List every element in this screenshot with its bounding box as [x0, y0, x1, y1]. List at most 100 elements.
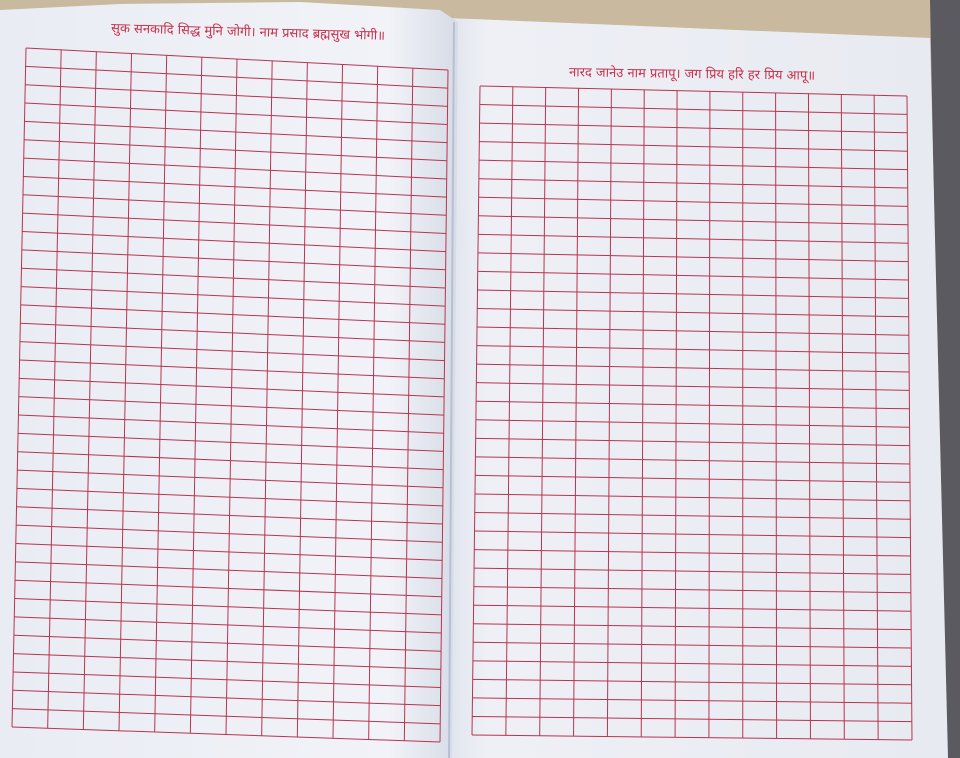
gutter [448, 21, 455, 758]
grid-row-line [25, 84, 448, 107]
grid-row-line [18, 396, 444, 416]
grid-row-line [17, 451, 444, 471]
grid-column-line [332, 64, 343, 739]
grid-row-line [472, 660, 912, 667]
grid-row-line [25, 47, 449, 71]
grid-column-line [368, 66, 379, 740]
left-page [0, 2, 458, 758]
grid-row-line [475, 437, 910, 447]
grid-column-line [189, 57, 203, 734]
left-heading: सुक सनकादि सिद्ध मुनि जोगी। नाम प्रसाद ब… [111, 20, 385, 44]
grid-row-line [21, 286, 446, 307]
grid-row-line [479, 159, 908, 171]
grid-row-line [21, 249, 446, 271]
grid-row-line [477, 289, 909, 299]
grid-row-line [22, 231, 446, 253]
grid-column-line [539, 87, 547, 736]
grid-row-line [474, 511, 911, 520]
grid-row-line [475, 474, 911, 483]
grid-row-line [478, 233, 909, 244]
grid-column-line [11, 47, 27, 728]
grid-column-line [118, 53, 132, 731]
grid-column-line [906, 95, 913, 741]
grid-row-line [477, 326, 909, 336]
grid-row-line [476, 382, 910, 391]
grid-column-line [82, 51, 97, 730]
grid-row-line [19, 359, 445, 380]
grid-row-line [475, 456, 910, 465]
grid-row-line [24, 102, 448, 125]
grid-column-line [403, 68, 414, 741]
grid-column-line [47, 49, 62, 729]
grid-row-line [21, 267, 446, 289]
grid-row-line [477, 252, 909, 263]
grid-column-line [573, 88, 580, 737]
grid-column-line [775, 92, 778, 739]
grid-column-line [154, 55, 168, 733]
grid-column-line [505, 86, 514, 736]
grid-row-line [474, 567, 911, 575]
grid-row-line [16, 487, 443, 507]
grid-row-line [24, 120, 448, 144]
grid-row-line [20, 304, 445, 325]
grid-column-line [674, 90, 678, 738]
grid-row-line [473, 623, 912, 631]
grid-row-line [17, 469, 444, 489]
grid-row-line [18, 432, 444, 452]
grid-row-line [473, 586, 911, 594]
grid-row-line [14, 598, 442, 616]
grid-row-line [472, 715, 912, 723]
grid-row-line [18, 414, 444, 434]
grid-row-line [479, 104, 908, 115]
grid-row-line [15, 579, 442, 598]
grid-row-line [477, 308, 909, 318]
grid-column-line [471, 85, 481, 736]
grid-row-line [476, 345, 910, 355]
grid-row-line [477, 270, 909, 281]
grid-row-line [479, 85, 908, 97]
grid-row-line [13, 653, 441, 670]
grid-row-line [475, 419, 910, 428]
grid-row-line [478, 196, 908, 207]
grid-row-line [25, 65, 448, 89]
grid-column-line [640, 89, 645, 737]
grid-row-line [474, 530, 911, 539]
grid-row-line [478, 178, 908, 189]
grid-row-line [20, 322, 445, 343]
grid-row-line [472, 678, 912, 686]
grid-row-line [16, 506, 443, 525]
grid-column-line [606, 89, 612, 737]
grid-row-line [479, 122, 908, 134]
grid-row-line [476, 400, 910, 410]
cover-edge [930, 0, 960, 758]
grid-row-line [19, 377, 445, 398]
grid-row-line [12, 689, 441, 707]
grid-column-line [840, 94, 845, 740]
grid-row-line [471, 734, 913, 741]
grid-row-line [16, 524, 443, 543]
grid-row-line [474, 549, 911, 557]
grid-row-line [476, 363, 910, 373]
grid-row-line [13, 671, 441, 689]
grid-row-line [15, 561, 442, 580]
right-heading: नारद जानेउ नाम प्रतापू। जग प्रिय हरि हर … [569, 64, 815, 83]
grid-row-line [478, 215, 909, 226]
grid-row-line [23, 175, 447, 198]
grid-row-line [473, 604, 912, 612]
grid-column-line [708, 91, 711, 738]
grid-column-line [225, 58, 238, 735]
grid-row-line [11, 726, 441, 743]
grid-row-line [24, 139, 447, 162]
grids [11, 47, 913, 743]
grid-row-line [474, 493, 911, 502]
grid-row-line [22, 212, 447, 234]
grid-column-line [807, 93, 811, 739]
grid-row-line [23, 157, 447, 180]
grid-row-line [479, 141, 908, 152]
grid-row-line [13, 634, 442, 652]
grid-row-line [22, 194, 447, 216]
grid-column-line [439, 69, 449, 743]
grid-row-line [473, 641, 912, 649]
